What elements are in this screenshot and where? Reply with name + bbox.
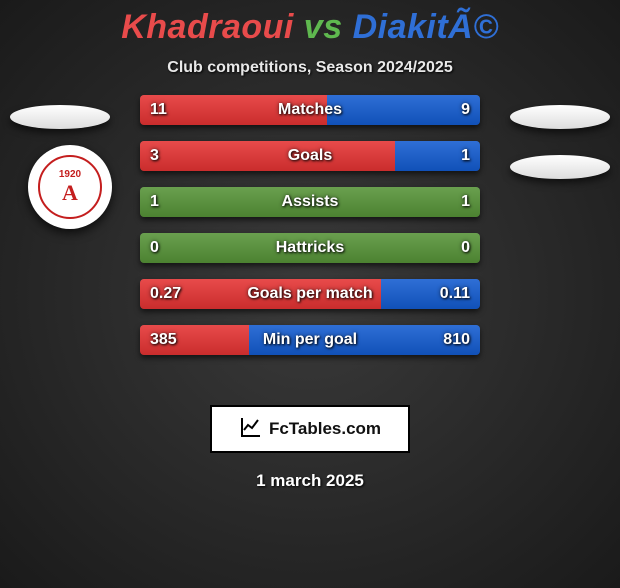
- stat-bar-left: [140, 95, 327, 125]
- stat-bar-right: [249, 325, 480, 355]
- stat-row: Goals per match0.270.11: [140, 279, 480, 309]
- stat-bar-left: [140, 187, 310, 217]
- badge-letter: A: [62, 180, 78, 206]
- stat-bar-left: [140, 141, 395, 171]
- stat-bar-right: [395, 141, 480, 171]
- stat-row: Goals31: [140, 141, 480, 171]
- player-right-disc-2: [510, 155, 610, 179]
- club-badge: 1920 A: [28, 145, 112, 229]
- stat-bar-right: [381, 279, 480, 309]
- stat-bar-right: [310, 233, 480, 263]
- title-vs: vs: [304, 8, 343, 46]
- chart-icon: [239, 415, 263, 444]
- stat-bar-right: [327, 95, 480, 125]
- stat-row: Matches119: [140, 95, 480, 125]
- stat-bar-left: [140, 325, 249, 355]
- comparison-subtitle: Club competitions, Season 2024/2025: [0, 59, 620, 77]
- player-left-disc: [10, 105, 110, 129]
- stat-bars: Matches119 Goals31 Assists11 Hattricks00 Goa…: [140, 95, 480, 371]
- brand-text: FcTables.com: [269, 419, 381, 439]
- stat-row: Hattricks00: [140, 233, 480, 263]
- badge-year: 1920: [59, 169, 81, 180]
- stat-row: Assists11: [140, 187, 480, 217]
- title-player-right: DiakitÃ©: [353, 8, 499, 46]
- footer-date: 1 march 2025: [0, 471, 620, 491]
- stat-bar-left: [140, 279, 381, 309]
- comparison-title: Khadraoui vs DiakitÃ©: [0, 8, 620, 47]
- brand-box[interactable]: FcTables.com: [210, 405, 410, 453]
- stat-bar-left: [140, 233, 310, 263]
- stat-row: Min per goal385810: [140, 325, 480, 355]
- club-badge-inner: 1920 A: [38, 155, 102, 219]
- player-right-disc-1: [510, 105, 610, 129]
- title-player-left: Khadraoui: [121, 8, 294, 46]
- stat-bar-right: [310, 187, 480, 217]
- comparison-arena: 1920 A Matches119Goals31Assists11Hattric…: [0, 105, 620, 385]
